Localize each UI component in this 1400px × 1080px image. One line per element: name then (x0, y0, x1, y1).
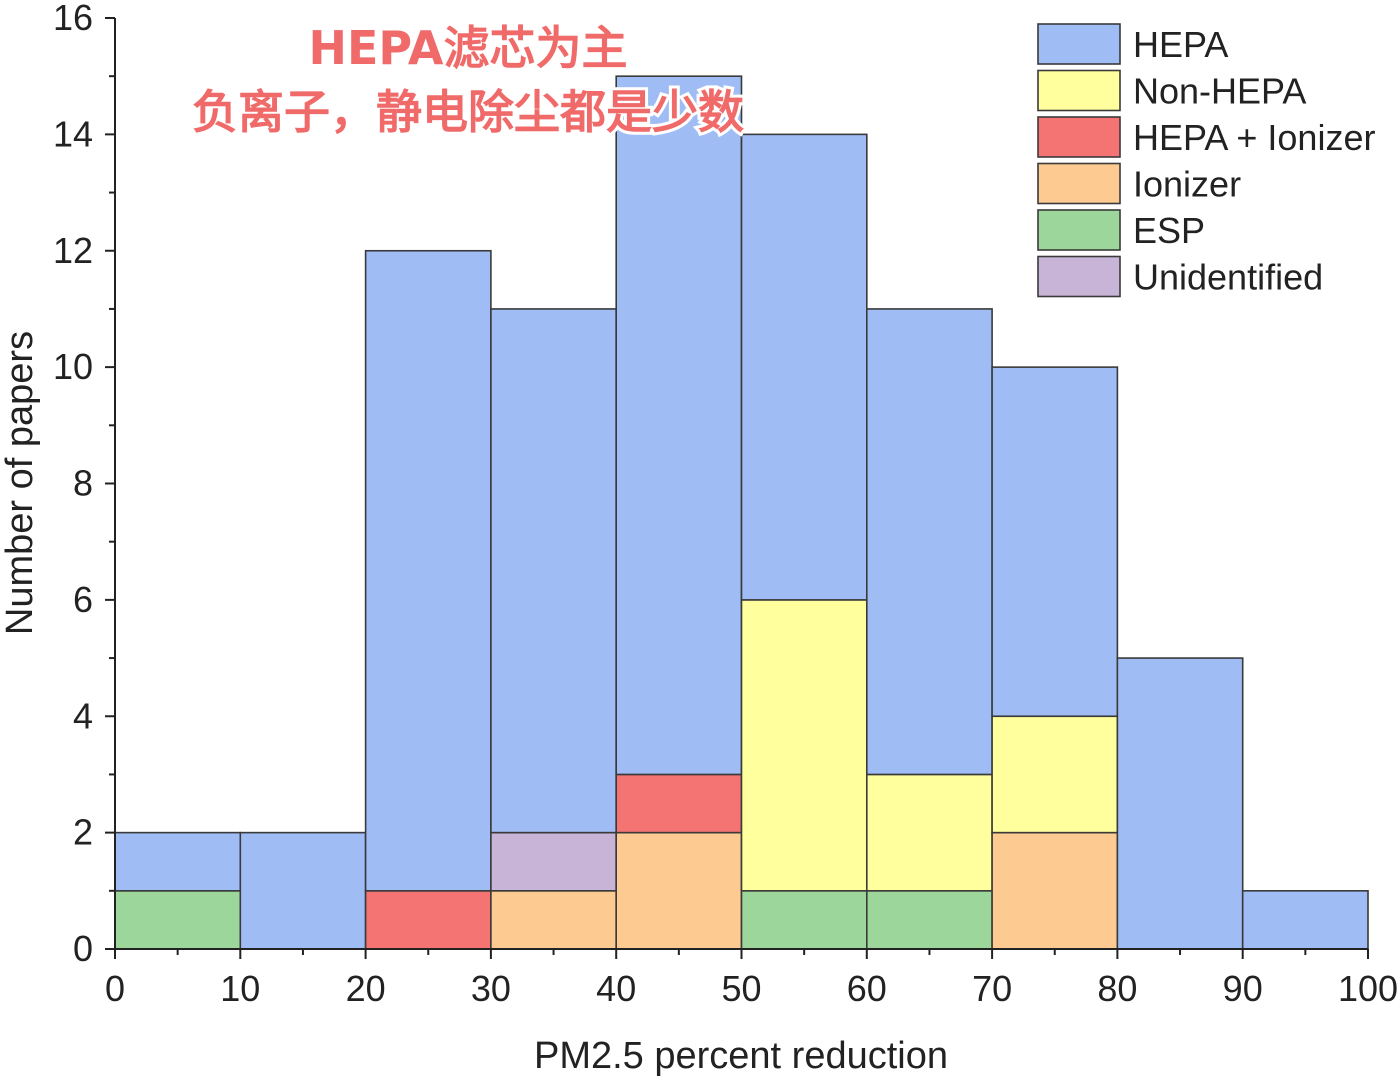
legend-label-non-hepa: Non-HEPA (1133, 71, 1306, 112)
x-tick-label: 0 (105, 968, 125, 1009)
bar-non-hepa-bin-50-60 (740, 599, 868, 892)
x-tick-label: 40 (596, 968, 636, 1009)
bar-hepa-bin-60-70 (865, 308, 993, 776)
y-tick-label: 8 (73, 463, 93, 504)
y-tick-label: 10 (53, 346, 93, 387)
legend: HEPA Non-HEPA HEPA + Ionizer Ionizer ESP Unid… (1037, 23, 1375, 298)
bar-ionizer-bin-30-40 (490, 890, 617, 950)
y-tick-label: 6 (73, 579, 93, 620)
x-tick-label: 80 (1097, 968, 1137, 1009)
bar-hepa-bin-70-80 (991, 366, 1119, 718)
bar-ionizer-bin-70-80 (991, 831, 1119, 950)
ticks-layer: 0 10 20 30 40 50 60 70 80 90 100 0 2 4 6 8 10 12 14 16 (53, 0, 1398, 1009)
x-tick-label: 30 (471, 968, 511, 1009)
y-tick-label: 12 (53, 230, 93, 271)
y-tick-label: 4 (73, 695, 93, 736)
x-axis-title: PM2.5 percent reduction (534, 1035, 948, 1077)
legend-label-esp: ESP (1133, 210, 1205, 251)
legend-label-ionizer: Ionizer (1133, 164, 1241, 205)
bar-hepa-bin-30-40 (490, 308, 617, 834)
legend-label-hepa: HEPA (1133, 24, 1228, 65)
bars-layer (114, 75, 1369, 950)
y-tick-label: 2 (73, 812, 93, 853)
legend-swatch-unidentified (1037, 255, 1121, 298)
overlay-caption-line-2: 负离子，静电除尘都是少数 (192, 85, 744, 139)
bar-hepa-bin-20-30 (364, 249, 492, 892)
legend-label-unidentified: Unidentified (1133, 257, 1323, 298)
bar-non-hepa-bin-70-80 (991, 715, 1119, 834)
x-tick-label: 20 (346, 968, 386, 1009)
bar-hepa-bin-80-90 (1116, 657, 1244, 950)
bar-hepa-bin-10-20 (239, 831, 367, 950)
legend-swatch-hepa (1037, 23, 1121, 65)
legend-label-hepa-ionizer: HEPA + Ionizer (1133, 117, 1375, 158)
x-tick-label: 10 (220, 968, 260, 1009)
bar-ionizer-bin-40-50 (615, 831, 743, 950)
legend-swatch-esp (1037, 209, 1121, 251)
x-tick-label: 50 (721, 968, 761, 1009)
bar-esp-bin-50-60 (740, 890, 868, 950)
overlay-caption-line-1: HEPA滤芯为主 (308, 21, 627, 75)
x-tick-label: 70 (972, 968, 1012, 1009)
bar-hepa-bin-90-100 (1241, 890, 1369, 950)
x-tick-label: 100 (1338, 968, 1398, 1009)
bar-hepa-ionizer-bin-40-50 (615, 773, 743, 834)
bar-hepa-ionizer-bin-20-30 (364, 890, 492, 950)
y-tick-label: 14 (53, 113, 93, 154)
legend-swatch-non-hepa (1037, 69, 1121, 112)
x-tick-label: 60 (847, 968, 887, 1009)
y-tick-label: 16 (53, 0, 93, 38)
bar-hepa-bin-40-50 (615, 75, 743, 776)
bar-non-hepa-bin-60-70 (865, 773, 993, 892)
legend-swatch-ionizer (1037, 162, 1121, 205)
bar-esp-bin-60-70 (865, 890, 993, 950)
y-axis-title: Number of papers (0, 331, 41, 635)
bar-hepa-bin-50-60 (740, 133, 868, 601)
bar-unidentified-bin-30-40 (490, 831, 617, 892)
x-tick-label: 90 (1223, 968, 1263, 1009)
bar-esp-bin-0-10 (114, 890, 242, 950)
y-tick-label: 0 (73, 928, 93, 969)
bar-hepa-bin-0-10 (114, 831, 242, 892)
legend-swatch-hepa-ionizer (1037, 116, 1121, 158)
